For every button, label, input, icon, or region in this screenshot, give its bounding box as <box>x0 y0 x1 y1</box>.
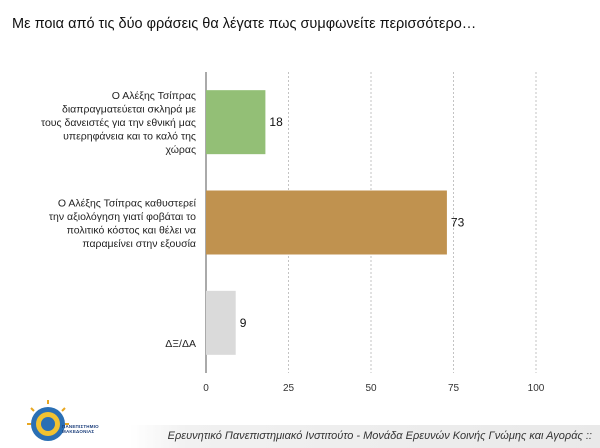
bar <box>206 90 266 155</box>
logo-line-1: ΠΑΝΕΠΙΣΤΗΜΙΟ <box>62 424 99 429</box>
bar <box>206 190 447 255</box>
x-tick-label: 50 <box>365 383 377 394</box>
logo-line-2: ΜΑΚΕΔΟΝΙΑΣ <box>62 429 95 434</box>
university-logo-icon <box>27 400 69 441</box>
chart-title: Με ποια από τις δύο φράσεις θα λέγατε πω… <box>12 16 477 32</box>
x-tick-label: 75 <box>448 383 460 394</box>
x-tick-label: 0 <box>203 383 209 394</box>
bar-value-label: 9 <box>240 316 247 330</box>
x-tick-label: 25 <box>283 383 295 394</box>
footer-text: Ερευνητικό Πανεπιστημιακό Ινστιτούτο - Μ… <box>167 430 592 442</box>
logo-text: ΠΑΝΕΠΙΣΤΗΜΙΟ ΜΑΚΕΔΟΝΙΑΣ <box>62 424 99 434</box>
bar-value-label: 73 <box>451 216 465 230</box>
category-label: Ο Αλέξης Τσίπρας διαπραγματεύεται σκληρά … <box>41 90 196 156</box>
footer-band <box>130 425 600 448</box>
bar <box>206 290 236 355</box>
x-tick-label: 100 <box>528 383 545 394</box>
category-label: ΔΞ/ΔΑ <box>165 338 196 350</box>
category-label: Ο Αλέξης Τσίπρας καθυστερεί την αξιολόγησ… <box>49 197 197 250</box>
bar-value-label: 18 <box>269 115 283 129</box>
